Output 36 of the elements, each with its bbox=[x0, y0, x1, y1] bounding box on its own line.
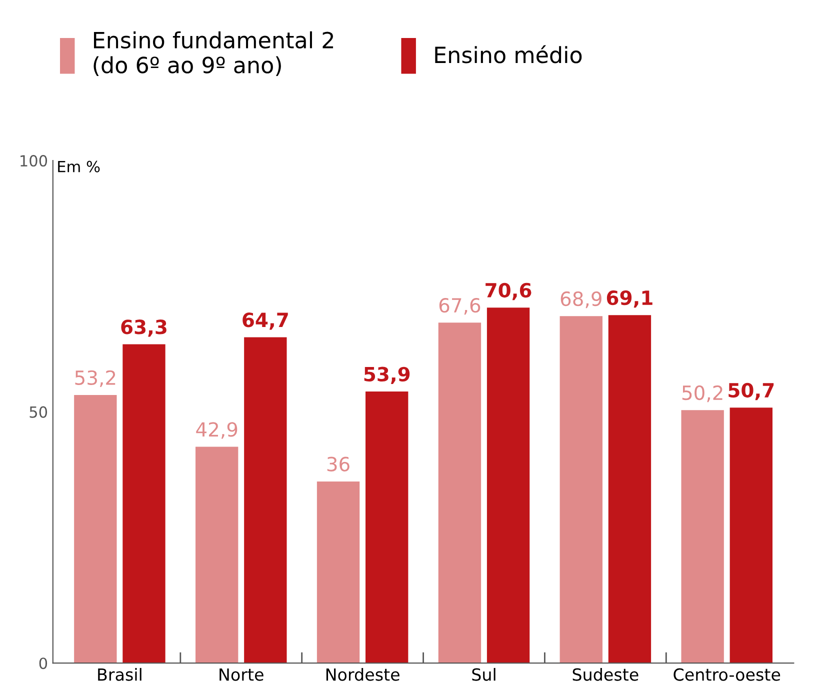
bar bbox=[730, 408, 772, 664]
x-tick-label: Brasil bbox=[98, 668, 142, 681]
y-tick-label: 100 bbox=[20, 155, 48, 167]
x-tick-label: Nordeste bbox=[326, 668, 400, 681]
data-label: 50,2 bbox=[682, 385, 722, 402]
bar bbox=[74, 395, 117, 664]
data-label: 36 bbox=[327, 456, 350, 472]
x-tick-label: Centro-oeste bbox=[674, 668, 780, 681]
bar bbox=[316, 481, 360, 664]
data-label: 68,9 bbox=[560, 291, 602, 308]
bar bbox=[122, 344, 166, 664]
x-tick-label: Sul bbox=[472, 668, 496, 681]
legend-label: Ensino fundamental 2 (do 6º ao 9º ano) bbox=[94, 31, 334, 76]
data-label: 53,9 bbox=[364, 366, 410, 384]
y-tick-label: 0 bbox=[39, 658, 48, 670]
bar bbox=[366, 392, 408, 664]
data-label: 64,7 bbox=[242, 312, 288, 330]
data-label: 63,3 bbox=[121, 320, 166, 337]
x-tick-label: Sudeste bbox=[572, 668, 638, 681]
x-tick-label: Norte bbox=[220, 668, 264, 681]
y-axis-title: Em % bbox=[58, 160, 100, 172]
y-tick-label: 50 bbox=[30, 406, 48, 418]
bar bbox=[560, 316, 602, 664]
bar bbox=[438, 322, 482, 664]
data-label: 50,7 bbox=[728, 382, 774, 400]
bar bbox=[196, 446, 238, 664]
data-label: 53,2 bbox=[75, 370, 116, 388]
bar bbox=[681, 410, 724, 664]
legend-label: Ensino médio bbox=[435, 45, 582, 64]
bar bbox=[486, 308, 530, 664]
data-label: 67,6 bbox=[439, 298, 480, 315]
bar bbox=[244, 337, 287, 664]
data-label: 42,9 bbox=[196, 422, 238, 439]
data-label: 70,6 bbox=[486, 282, 532, 300]
data-label: 69,1 bbox=[606, 290, 652, 308]
bar bbox=[608, 315, 652, 664]
